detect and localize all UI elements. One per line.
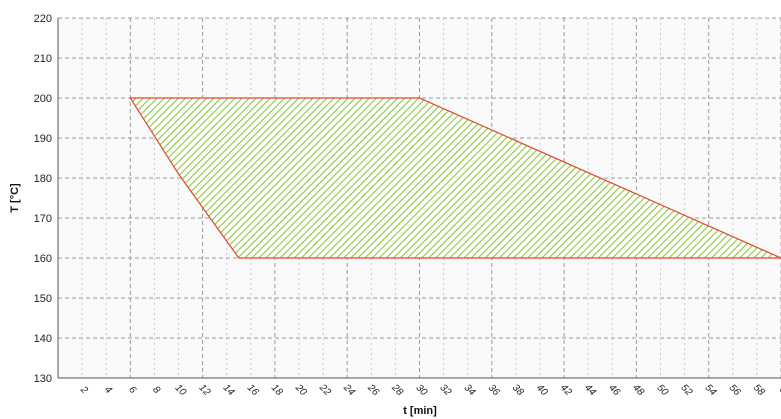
x-tick-label: 56 [727,382,743,398]
x-tick-label: 34 [462,382,478,398]
y-tick-label: 190 [34,133,52,145]
x-tick-label: 14 [221,382,237,398]
x-tick-label: 4 [102,384,114,396]
x-tick-label: 44 [582,382,598,398]
y-tick-label: 140 [34,333,52,345]
x-tick-label: 18 [269,382,285,398]
x-tick-label: 28 [389,382,406,399]
y-axis-label: T [°C] [9,183,21,213]
x-tick-label: 16 [245,382,261,398]
x-tick-label: 30 [413,382,429,398]
x-tick-label: 6 [777,384,781,396]
y-tick-label: 160 [34,253,52,265]
x-tick-label: 12 [197,382,213,398]
x-tick-label: 2 [77,384,90,397]
y-tick-label: 180 [34,173,52,185]
x-axis-label: t [min] [403,405,437,417]
x-tick-label: 40 [534,382,550,398]
x-tick-label: 36 [486,382,502,398]
x-tick-label: 8 [150,384,162,396]
area-region [129,97,781,259]
x-tick-label: 38 [510,382,526,398]
x-tick-label: 20 [292,382,309,399]
y-tick-label: 130 [34,373,52,385]
x-tick-label: 10 [172,382,188,398]
y-tick-label: 170 [34,213,52,225]
x-tick-label: 6 [126,384,138,396]
x-tick-label: 52 [679,382,695,398]
x-tick-label: 50 [654,382,670,398]
y-tick-label: 220 [34,13,52,25]
x-tick-label: 54 [703,382,719,398]
x-tick-labels: 2 4 6 8 10 12 14 16 18 20 22 24 26 28 30 32 34 36 38 40 42 44… [77,382,781,399]
x-tick-label: 24 [340,382,357,399]
area-layer [129,97,781,259]
y-tick-label: 200 [34,93,52,105]
x-tick-label: 46 [606,382,622,398]
x-tick-label: 32 [438,382,454,398]
x-tick-label: 22 [316,382,333,399]
y-tick-labels: 130 140 150 160 170 180 190 200 210 220 [34,13,52,385]
x-tick-label: 48 [630,382,646,398]
x-tick-label: 58 [751,382,767,398]
y-tick-label: 210 [34,53,52,65]
x-tick-label: 42 [558,382,574,398]
x-tick-label: 26 [365,382,382,399]
y-tick-label: 150 [34,293,52,305]
axes [57,18,781,379]
